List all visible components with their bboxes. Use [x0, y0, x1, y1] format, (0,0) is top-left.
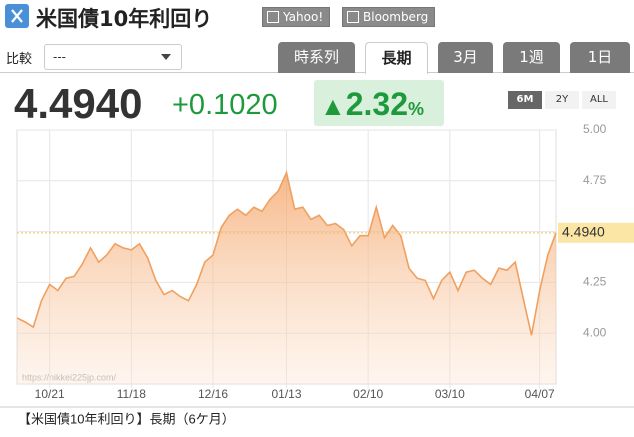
compare-label: 比較 [6, 52, 33, 67]
select-arrow [161, 54, 171, 60]
percent-change: ▲2.32% [320, 86, 424, 123]
x-icon[interactable] [5, 4, 29, 28]
x-glyph [11, 9, 23, 23]
y-tick-label: 4.75 [583, 173, 607, 187]
x-tick-label: 12/16 [198, 387, 228, 401]
y-tick-label: 5.00 [583, 122, 607, 136]
y-tick-label: 4.00 [583, 325, 607, 339]
page-title: 米国債10年利回り [36, 7, 213, 31]
percent: 2.32 [345, 86, 409, 122]
link-label: Bloomberg [363, 10, 429, 24]
plot-frame [16, 129, 557, 385]
percent-box [314, 80, 444, 126]
x-tick-label: 02/10 [353, 387, 383, 401]
x-tick-label: 04/07 [525, 387, 555, 401]
tab[interactable]: 3月 [438, 42, 493, 73]
x-tick-label: 03/10 [435, 387, 465, 401]
compare-select[interactable]: --- [44, 44, 182, 70]
last-value-box [558, 222, 634, 243]
caption: 【米国債10年利回り】長期（6ケ月） [18, 411, 235, 426]
last-value-label: 4.4940 [562, 224, 605, 240]
x-tick-label: 11/18 [117, 387, 146, 401]
y-tick-label: 4.50 [583, 224, 607, 238]
y-tick-label: 4.25 [583, 275, 607, 289]
tab[interactable]: 時系列 [278, 42, 355, 73]
link-button[interactable]: Bloomberg [342, 7, 436, 27]
tab[interactable]: 長期 [365, 42, 428, 74]
watermark: https://nikkei225jp.com/ [22, 372, 117, 382]
price: 4.4940 [14, 80, 143, 127]
link-button[interactable]: Yahoo! [262, 7, 331, 27]
x-tick-label: 10/21 [35, 387, 65, 401]
arrow: ▲ [320, 91, 346, 121]
percent-unit: % [408, 99, 425, 119]
tab[interactable]: 1日 [570, 42, 630, 73]
link-label: Yahoo! [283, 10, 324, 24]
area [17, 172, 556, 384]
tab[interactable]: 1週 [503, 42, 560, 73]
range-button[interactable]: 6M [508, 91, 542, 109]
change: +0.1020 [172, 89, 278, 121]
x-tick-label: 01/13 [271, 387, 301, 401]
select-value: --- [53, 50, 66, 64]
range-button[interactable]: 2Y [545, 91, 579, 109]
range-button[interactable]: ALL [582, 91, 616, 109]
line [16, 170, 557, 336]
